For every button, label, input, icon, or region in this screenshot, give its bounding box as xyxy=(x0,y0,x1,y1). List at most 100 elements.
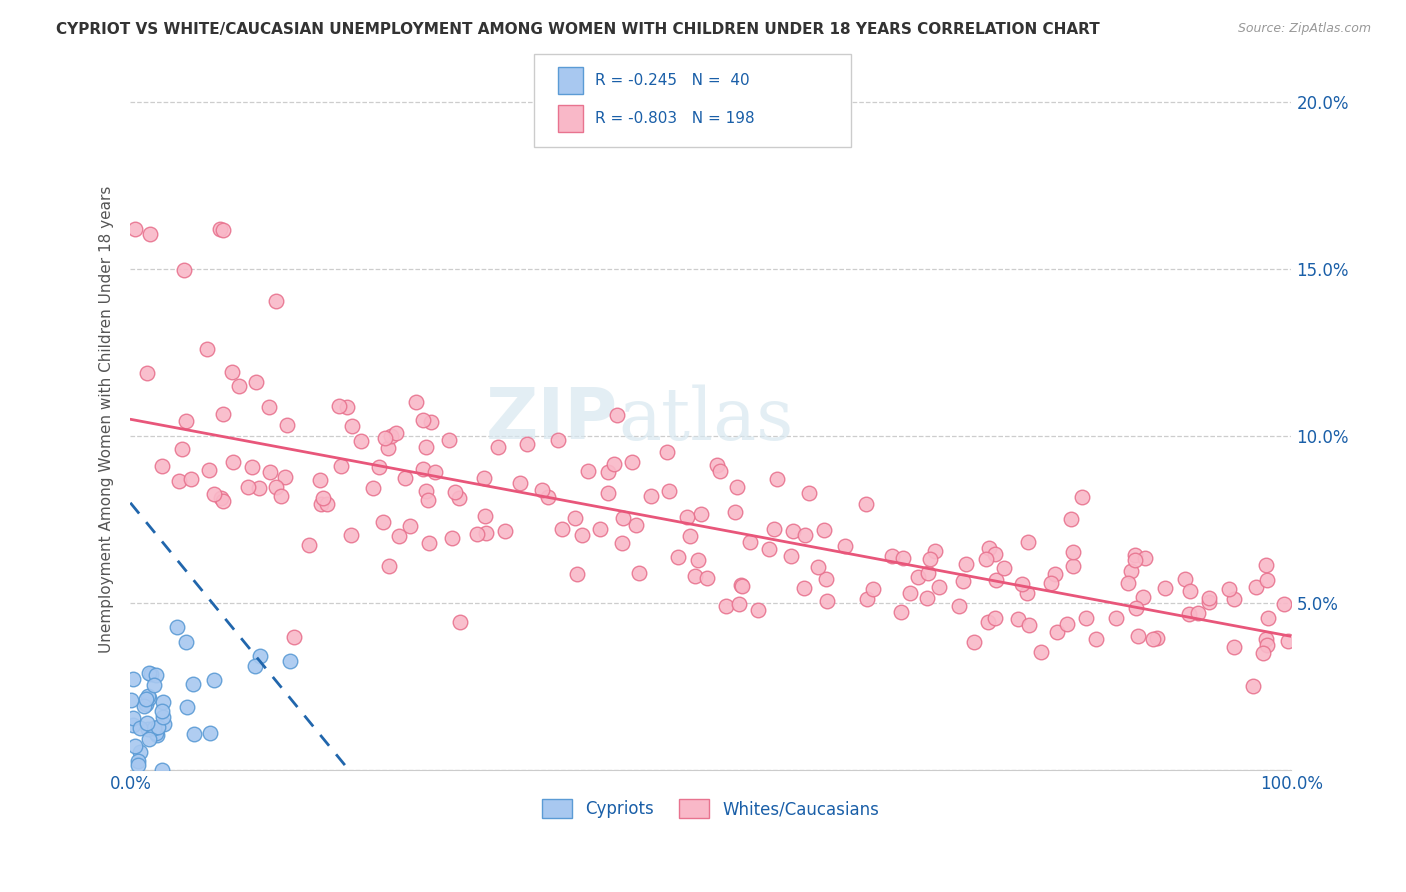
Point xyxy=(780,549,803,564)
Point xyxy=(124,739,146,754)
Point xyxy=(1018,618,1040,632)
Point xyxy=(890,605,912,619)
Point xyxy=(955,557,977,571)
Point xyxy=(1223,592,1246,607)
Point xyxy=(209,491,232,505)
Point xyxy=(610,536,633,550)
Point xyxy=(917,566,939,580)
Point xyxy=(228,379,250,393)
Point xyxy=(138,666,160,681)
Point xyxy=(1254,558,1277,573)
Point xyxy=(747,603,769,617)
Point xyxy=(1256,632,1278,646)
Point xyxy=(1043,567,1066,582)
Point xyxy=(1118,576,1140,591)
Point xyxy=(686,552,709,566)
Point xyxy=(977,615,1000,629)
Text: Source: ZipAtlas.com: Source: ZipAtlas.com xyxy=(1237,22,1371,36)
Point xyxy=(152,458,174,473)
Point xyxy=(174,414,197,428)
Point xyxy=(176,634,198,648)
Point xyxy=(509,475,531,490)
Point xyxy=(725,480,748,494)
Point xyxy=(124,222,146,236)
Point xyxy=(274,470,297,484)
Point xyxy=(135,715,157,730)
Point xyxy=(444,485,467,500)
Point xyxy=(974,551,997,566)
Point xyxy=(1241,679,1264,693)
Point xyxy=(138,227,160,242)
Point xyxy=(329,458,352,473)
Point xyxy=(202,487,225,501)
Point xyxy=(195,342,218,356)
Text: R = -0.245   N =  40: R = -0.245 N = 40 xyxy=(595,73,749,87)
Point xyxy=(145,668,167,682)
Point xyxy=(465,526,488,541)
Point xyxy=(264,293,287,308)
Point xyxy=(793,581,815,595)
Point xyxy=(880,549,903,563)
Point xyxy=(153,717,176,731)
Point xyxy=(1174,572,1197,586)
Point xyxy=(963,635,986,649)
Point xyxy=(378,558,401,573)
Point xyxy=(907,570,929,584)
Point xyxy=(247,481,270,495)
Point xyxy=(148,720,170,734)
Point xyxy=(1198,595,1220,609)
Text: CYPRIOT VS WHITE/CAUCASIAN UNEMPLOYMENT AMONG WOMEN WITH CHILDREN UNDER 18 YEARS: CYPRIOT VS WHITE/CAUCASIAN UNEMPLOYMENT … xyxy=(56,22,1099,37)
Point xyxy=(1177,607,1199,621)
Point xyxy=(598,465,620,479)
Point xyxy=(388,528,411,542)
Point xyxy=(132,699,155,714)
Point xyxy=(143,721,166,735)
Point xyxy=(1135,551,1157,566)
Point xyxy=(335,401,357,415)
Point xyxy=(486,440,509,454)
Point xyxy=(211,223,233,237)
Point xyxy=(270,489,292,503)
Text: atlas: atlas xyxy=(619,384,793,455)
Point xyxy=(367,459,389,474)
Point xyxy=(121,672,143,686)
Point xyxy=(1256,638,1278,652)
Point xyxy=(283,630,305,644)
Point xyxy=(249,649,271,664)
Point xyxy=(727,598,749,612)
Point xyxy=(589,522,612,536)
Point xyxy=(181,676,204,690)
Point xyxy=(136,722,159,736)
Point xyxy=(817,594,839,608)
Point xyxy=(440,532,463,546)
Point xyxy=(814,572,837,586)
Point xyxy=(415,483,437,498)
Point xyxy=(415,440,437,454)
Point xyxy=(418,536,440,550)
Point xyxy=(1244,580,1267,594)
Point xyxy=(724,505,747,519)
Point xyxy=(977,541,1000,556)
Y-axis label: Unemployment Among Women with Children Under 18 years: Unemployment Among Women with Children U… xyxy=(100,186,114,653)
Point xyxy=(1046,625,1069,640)
Point xyxy=(150,763,173,777)
Point xyxy=(380,429,402,443)
Point xyxy=(621,455,644,469)
Point xyxy=(1062,545,1084,559)
Point xyxy=(278,654,301,668)
Point xyxy=(1085,632,1108,646)
Point xyxy=(145,726,167,740)
Point xyxy=(1056,617,1078,632)
Point xyxy=(696,571,718,585)
Point xyxy=(236,480,259,494)
Point xyxy=(1198,591,1220,605)
Point xyxy=(676,510,699,524)
Point xyxy=(183,726,205,740)
Point xyxy=(565,567,588,582)
Point xyxy=(245,375,267,389)
Point xyxy=(730,578,752,592)
Point xyxy=(1017,534,1039,549)
Point xyxy=(202,673,225,688)
Point xyxy=(308,473,330,487)
Point xyxy=(1121,564,1143,578)
